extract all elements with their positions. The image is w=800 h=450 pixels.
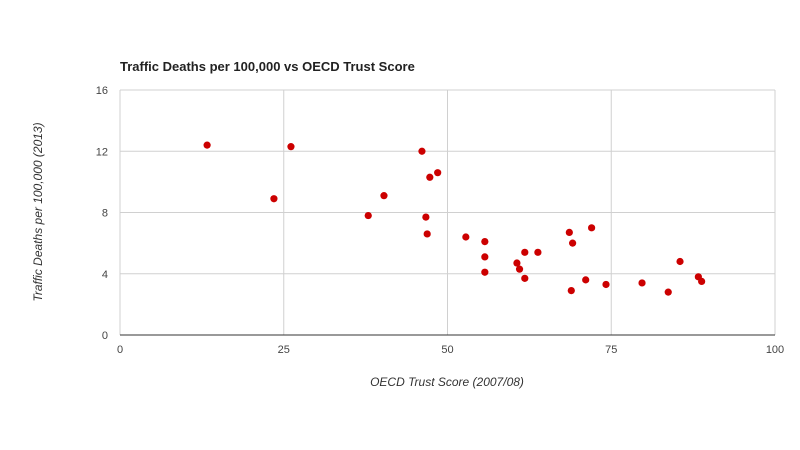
data-point	[515, 265, 524, 273]
x-axis-title: OECD Trust Score (2007/08)	[370, 375, 524, 389]
data-point	[203, 141, 211, 149]
y-tick-label: 16	[96, 85, 108, 97]
data-point	[698, 277, 706, 286]
y-tick-label: 0	[102, 330, 108, 342]
data-point	[422, 213, 430, 221]
data-point	[434, 169, 442, 177]
data-point	[638, 279, 646, 287]
y-tick-label: 8	[102, 208, 108, 220]
x-tick-label: 100	[766, 344, 784, 356]
data-point	[521, 248, 529, 256]
data-point	[664, 288, 672, 296]
data-point	[423, 230, 431, 238]
data-point	[602, 280, 610, 289]
data-point	[418, 147, 426, 155]
data-point	[481, 237, 489, 246]
data-point	[534, 248, 542, 256]
data-point	[270, 195, 278, 203]
data-point	[481, 268, 489, 276]
chart-title: Traffic Deaths per 100,000 vs OECD Trust…	[120, 59, 415, 74]
data-point	[380, 192, 388, 200]
x-tick-label: 50	[441, 344, 453, 356]
data-point	[569, 239, 577, 247]
data-point	[588, 224, 596, 232]
data-point	[426, 173, 434, 181]
data-point	[481, 253, 489, 261]
data-point	[565, 228, 573, 237]
data-point	[364, 211, 372, 220]
data-point	[582, 276, 590, 284]
y-tick-label: 12	[96, 146, 108, 158]
data-point	[521, 274, 529, 282]
data-point	[567, 286, 575, 295]
x-tick-label: 75	[605, 344, 617, 356]
data-point	[462, 233, 470, 241]
data-point	[676, 257, 684, 266]
y-tick-label: 4	[102, 269, 108, 281]
gridlines	[119, 89, 776, 336]
x-tick-label: 25	[278, 344, 290, 356]
y-axis-title: Traffic Deaths per 100,000 (2013)	[31, 122, 45, 301]
data-point	[287, 143, 295, 151]
data-point	[513, 259, 521, 267]
data-points	[203, 141, 706, 296]
tick-labels: 0 25 50 75 100 0 4 8 12 16	[96, 85, 784, 356]
x-tick-label: 0	[117, 344, 123, 356]
